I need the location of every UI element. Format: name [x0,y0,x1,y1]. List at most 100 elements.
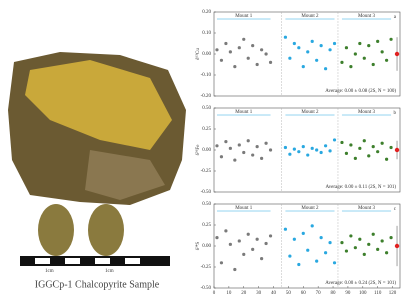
data-point [315,148,318,151]
data-point [284,36,287,39]
data-point [288,153,291,156]
data-point [367,154,370,157]
data-point [224,42,227,45]
plot-frame [214,12,400,96]
data-point [358,238,361,241]
data-point [302,145,305,148]
y-tick-label: 0.00 [202,148,211,153]
data-point [306,249,309,252]
data-point [311,147,314,150]
x-tick-label: 0 [213,291,216,296]
data-point [260,48,263,51]
mount-label: Mount 1 [235,110,253,115]
data-point [385,251,388,254]
y-tick-label: 0.00 [202,244,211,249]
photo: 1cm 1cm IGGCp-1 Chalcopyrite Sample [8,52,186,290]
data-point [284,228,287,231]
data-point [376,248,379,251]
mount-label: Mount 2 [301,206,319,211]
data-point [324,144,327,147]
data-point [385,59,388,62]
data-point [324,251,327,254]
scale-bar [35,258,50,264]
mean-point [395,244,399,248]
data-point [297,263,300,266]
scale-bar [95,258,110,264]
panel-letter: b [394,111,397,116]
data-point [340,241,343,244]
data-point [256,63,259,66]
data-point [328,48,331,51]
y-tick-label: 0.10 [202,31,211,36]
y-tick-label: 0.50 [202,202,211,207]
y-tick-label: -0.50 [201,286,212,291]
data-point [256,145,259,148]
y-axis-label: δ⁶⁵Cu [195,48,201,60]
data-point [381,50,384,53]
data-point [297,46,300,49]
x-tick-label: 40 [271,291,277,296]
data-point [256,238,259,241]
data-point [306,153,309,156]
data-point [260,257,263,260]
data-point [269,148,272,151]
y-tick-label: -0.25 [201,265,212,270]
mount-label: Mount 1 [235,14,253,19]
data-point [333,261,336,264]
data-point [372,233,375,236]
data-point [264,52,267,55]
x-tick-label: 20 [241,291,247,296]
data-point [389,146,392,149]
data-point [345,249,348,252]
data-point [385,158,388,161]
mean-point [395,148,399,152]
data-point [340,141,343,144]
data-point [229,243,232,246]
data-point [376,40,379,43]
data-point [306,50,309,53]
data-point [238,46,241,49]
data-point [324,67,327,70]
data-point [354,157,357,160]
data-point [297,150,300,153]
data-point [220,155,223,158]
data-point [238,239,241,242]
data-point [293,238,296,241]
data-point [247,57,250,60]
y-tick-label: 0.25 [202,223,211,228]
sample-slice [88,204,124,256]
data-point [311,224,314,227]
y-tick-label: 0.25 [202,127,211,132]
data-point [333,138,336,141]
data-point [363,57,366,60]
data-point [293,42,296,45]
panel-letter: a [394,15,397,20]
data-point [247,139,250,142]
data-point [251,248,254,251]
data-point [363,253,366,256]
mount-label: Mount 3 [358,14,376,19]
plot-frame [214,204,400,288]
data-point [251,44,254,47]
data-point [229,147,232,150]
data-point [302,65,305,68]
data-point [242,151,245,154]
x-tick-label: 90 [345,291,351,296]
data-point [354,52,357,55]
x-tick-label: 110 [374,291,382,296]
mount-label: Mount 2 [301,14,319,19]
data-point [260,157,263,160]
data-point [264,242,267,245]
y-tick-label: 0.20 [202,10,211,15]
data-point [363,139,366,142]
data-point [288,57,291,60]
data-point [302,232,305,235]
data-point [345,152,348,155]
x-tick-label: 70 [316,291,322,296]
data-point [354,246,357,249]
x-tick-label: 30 [256,291,262,296]
data-point [233,268,236,271]
data-point [220,59,223,62]
data-point [288,254,291,257]
data-point [320,151,323,154]
